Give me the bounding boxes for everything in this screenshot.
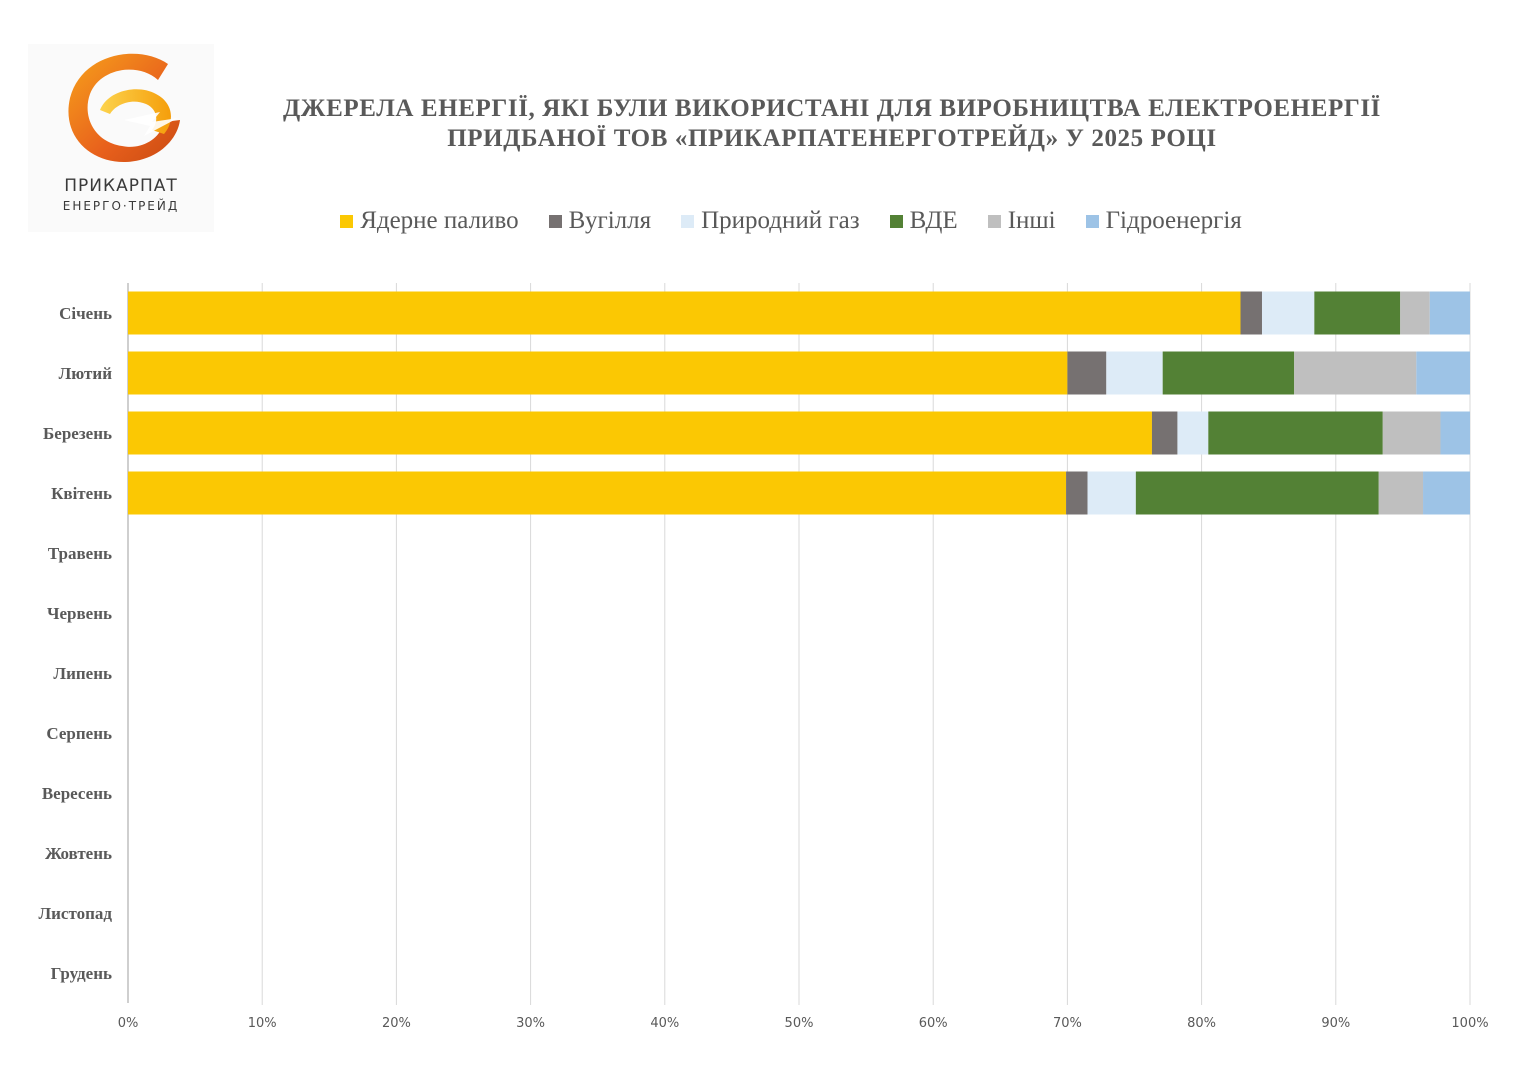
y-tick-label: Листопад bbox=[38, 904, 112, 923]
bar-segment bbox=[1429, 291, 1470, 335]
legend-swatch bbox=[1085, 214, 1099, 228]
bar-segment bbox=[1135, 471, 1379, 515]
bar-segment bbox=[1423, 471, 1470, 515]
legend-item: ВДЕ bbox=[889, 207, 958, 235]
logo-e-icon bbox=[68, 53, 180, 163]
legend-label: Гідроенергія bbox=[1105, 207, 1242, 234]
bar-segment bbox=[1382, 411, 1441, 455]
legend-item: Природний газ bbox=[681, 207, 860, 235]
y-tick-label: Травень bbox=[48, 544, 112, 563]
x-tick-label: 0% bbox=[118, 1016, 139, 1031]
bar-segment bbox=[1151, 411, 1178, 455]
x-tick-label: 100% bbox=[1451, 1016, 1488, 1031]
y-tick-label: Жовтень bbox=[45, 844, 112, 863]
legend-swatch bbox=[889, 214, 903, 228]
y-tick-label: Березень bbox=[43, 424, 112, 443]
legend-label: Інші bbox=[1007, 207, 1056, 234]
bar-segment bbox=[1177, 411, 1209, 455]
bar-segment bbox=[1162, 351, 1295, 395]
y-tick-label: Лютий bbox=[59, 364, 113, 383]
legend-swatch bbox=[340, 214, 354, 228]
legend-swatch bbox=[987, 214, 1001, 228]
x-tick-label: 40% bbox=[650, 1016, 679, 1031]
chart-title-line-1: ДЖЕРЕЛА ЕНЕРГІЇ, ЯКІ БУЛИ ВИКОРИСТАНІ ДЛ… bbox=[282, 95, 1382, 122]
x-tick-label: 50% bbox=[785, 1016, 814, 1031]
bar-segment bbox=[1294, 351, 1417, 395]
legend-item: Інші bbox=[987, 207, 1056, 235]
bar-segment bbox=[1067, 351, 1107, 395]
x-tick-label: 90% bbox=[1321, 1016, 1350, 1031]
bar-segment bbox=[128, 411, 1152, 455]
legend-swatch bbox=[548, 214, 562, 228]
x-tick-label: 80% bbox=[1187, 1016, 1216, 1031]
bar-segment bbox=[1440, 411, 1470, 455]
y-tick-label: Січень bbox=[59, 304, 112, 323]
legend-label: ВДЕ bbox=[909, 207, 958, 234]
y-tick-label: Липень bbox=[53, 664, 112, 683]
chart-legend: Ядерне паливо Вугілля Природний газ ВДЕ Інші… bbox=[0, 207, 1527, 235]
bar-segment bbox=[1087, 471, 1136, 515]
chart-title-line-2: ПРИДБАНОЇ ТОВ «ПРИКАРПАТЕНЕРГОТРЕЙД» У 2… bbox=[447, 125, 1217, 152]
bar-segment bbox=[1416, 351, 1470, 395]
y-tick-label: Грудень bbox=[51, 964, 112, 983]
y-tick-label: Червень bbox=[47, 604, 112, 623]
logo-text-main: ПРИКАРПАТ bbox=[64, 176, 178, 196]
company-logo: ПРИКАРПАТ ЕНЕРГО·ТРЕЙД bbox=[28, 44, 214, 232]
legend-label: Ядерне паливо bbox=[360, 207, 519, 234]
legend-label: Вугілля bbox=[568, 207, 652, 234]
legend-swatch bbox=[681, 214, 695, 228]
bar-segment bbox=[128, 471, 1067, 515]
legend-item: Гідроенергія bbox=[1085, 207, 1242, 235]
bar-segment bbox=[1378, 471, 1424, 515]
x-tick-label: 10% bbox=[248, 1016, 277, 1031]
chart-title: ДЖЕРЕЛА ЕНЕРГІЇ, ЯКІ БУЛИ ВИКОРИСТАНІ ДЛ… bbox=[232, 94, 1432, 154]
bar-segment bbox=[1106, 351, 1163, 395]
bar-segment bbox=[1261, 291, 1315, 335]
legend-label: Природний газ bbox=[701, 207, 860, 234]
logo-text-sub: ЕНЕРГО·ТРЕЙД bbox=[62, 199, 180, 213]
x-tick-label: 60% bbox=[919, 1016, 948, 1031]
bar-segment bbox=[1066, 471, 1088, 515]
bar-segment bbox=[1314, 291, 1401, 335]
bar-segment bbox=[1208, 411, 1383, 455]
x-tick-label: 20% bbox=[382, 1016, 411, 1031]
bar-segment bbox=[128, 351, 1068, 395]
x-tick-label: 70% bbox=[1053, 1016, 1082, 1031]
y-tick-label: Серпень bbox=[46, 724, 112, 743]
legend-item: Ядерне паливо bbox=[340, 207, 519, 235]
x-tick-label: 30% bbox=[516, 1016, 545, 1031]
bar-segment bbox=[128, 291, 1241, 335]
bar-segment bbox=[1240, 291, 1262, 335]
y-tick-label: Квітень bbox=[51, 484, 112, 503]
y-tick-label: Вересень bbox=[42, 784, 112, 803]
bar-segment bbox=[1400, 291, 1430, 335]
legend-item: Вугілля bbox=[548, 207, 652, 235]
